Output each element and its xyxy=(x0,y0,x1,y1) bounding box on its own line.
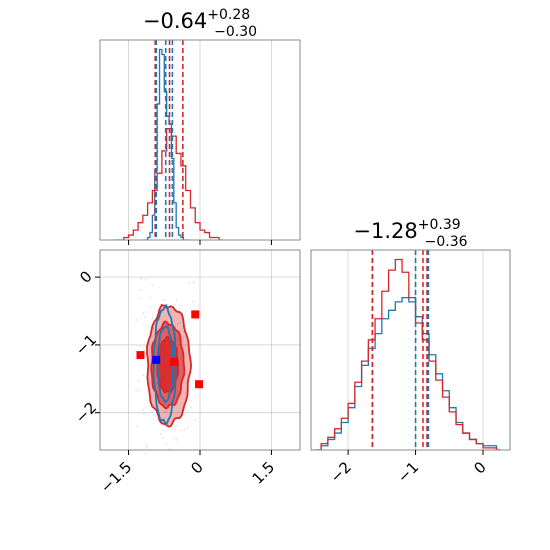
sample-point xyxy=(175,299,178,302)
sample-point xyxy=(139,297,142,300)
x-tick-label: 0 xyxy=(470,458,489,477)
sample-point xyxy=(138,389,141,392)
y-tick-label: −1 xyxy=(72,331,100,359)
point-marker xyxy=(136,351,145,360)
title-value: −1.28 xyxy=(353,219,417,243)
sample-point xyxy=(140,277,143,280)
sample-point xyxy=(142,374,145,376)
sample-point xyxy=(141,409,144,412)
sample-point xyxy=(176,402,179,405)
sample-point xyxy=(139,289,142,292)
sample-point xyxy=(142,312,145,315)
blue-contour-level xyxy=(152,303,177,426)
sample-point xyxy=(190,405,193,408)
x-tick-label: 1.5 xyxy=(249,458,279,488)
histogram-step-blue xyxy=(142,48,190,240)
x-tick-label: −1.5 xyxy=(97,458,135,496)
x-tick-label: −2 xyxy=(327,458,355,486)
sample-point xyxy=(192,300,194,303)
blue-contour-level xyxy=(156,324,174,404)
sample-point xyxy=(165,411,168,413)
histogram-step-blue xyxy=(314,296,501,450)
sample-point xyxy=(163,298,165,301)
sample-point xyxy=(145,278,148,281)
sample-point xyxy=(149,306,151,308)
sample-point xyxy=(163,410,166,413)
point-marker xyxy=(195,380,204,389)
sample-point xyxy=(136,425,139,428)
title-value: −0.64 xyxy=(143,9,207,33)
histogram-step-red xyxy=(314,258,501,450)
sample-point xyxy=(187,426,189,429)
sample-point xyxy=(144,316,147,319)
y-tick-label: −2 xyxy=(72,399,100,427)
panel-title: −0.64+0.28 −0.30 xyxy=(143,7,257,40)
title-lower-err: −0.30 xyxy=(214,24,257,40)
sample-point xyxy=(177,322,180,325)
sample-point xyxy=(137,379,140,382)
sample-point xyxy=(176,424,179,427)
sample-point xyxy=(151,317,154,320)
sample-point xyxy=(178,329,181,332)
sample-point xyxy=(135,389,138,391)
x-tick-label: −1 xyxy=(394,458,422,486)
title-lower-err: −0.36 xyxy=(425,234,468,250)
sample-point xyxy=(145,443,148,446)
sample-point xyxy=(162,436,165,439)
sample-point xyxy=(151,410,153,413)
sample-point xyxy=(175,438,178,441)
sample-point xyxy=(145,452,147,455)
title-upper-err: +0.28 xyxy=(207,7,250,23)
title-upper-err: +0.39 xyxy=(418,217,461,233)
y-tick-label: 0 xyxy=(76,267,95,286)
point-marker xyxy=(169,357,178,366)
sample-point xyxy=(180,429,183,432)
sample-point xyxy=(152,314,155,317)
sample-point xyxy=(183,428,186,431)
marginal-histogram-y: −2 −1 0 −1.28+0.39 −0.36 xyxy=(310,217,511,486)
axes-frame xyxy=(310,249,511,451)
sample-point xyxy=(151,283,154,286)
point-marker xyxy=(191,310,200,319)
sample-point xyxy=(181,339,183,342)
sample-point xyxy=(173,437,176,440)
sample-point xyxy=(149,296,152,299)
truth-marker xyxy=(152,355,161,364)
sample-point xyxy=(165,443,168,446)
x-tick-label: 0 xyxy=(187,458,206,477)
histogram-step-red xyxy=(114,128,224,240)
marginal-histogram-x: −0.64+0.28 −0.30 xyxy=(99,7,301,245)
sample-point xyxy=(159,433,162,436)
sample-point xyxy=(192,281,195,284)
sample-point xyxy=(162,411,165,414)
joint-contour-panel: −1.5 0 1.5 0 −1 −2 xyxy=(72,249,301,497)
panel-title: −1.28+0.39 −0.36 xyxy=(353,217,467,250)
sample-point xyxy=(143,413,146,415)
sample-point xyxy=(181,337,184,340)
sample-point xyxy=(193,395,196,398)
sample-point xyxy=(145,445,148,448)
sample-point xyxy=(187,281,190,284)
sample-point xyxy=(193,419,196,421)
sample-point xyxy=(135,319,138,321)
